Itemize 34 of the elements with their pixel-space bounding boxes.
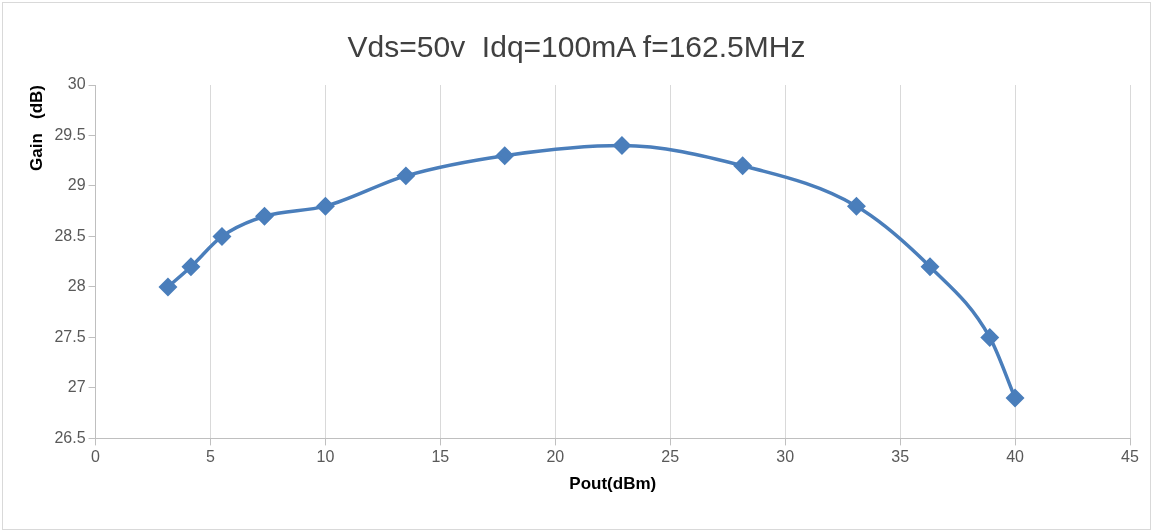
point xyxy=(495,146,514,165)
point xyxy=(847,197,866,215)
y-tick-label: 28 xyxy=(67,277,86,295)
point xyxy=(921,258,939,276)
point xyxy=(981,328,999,347)
x-axis-title: Pout(dBm) xyxy=(569,474,657,494)
point xyxy=(182,258,200,276)
point xyxy=(613,136,631,155)
y-tick-label: 27.5 xyxy=(54,327,86,345)
point xyxy=(397,167,415,185)
x-tick-label: 5 xyxy=(206,448,216,466)
x-tick-label: 35 xyxy=(891,448,910,466)
x-tick-label: 25 xyxy=(661,448,680,466)
y-axis-title: Gain (dB) xyxy=(26,85,46,171)
x-tick-label: 30 xyxy=(776,448,795,466)
point xyxy=(159,278,177,296)
y-tick-label: 30 xyxy=(67,75,86,93)
point xyxy=(316,197,335,215)
y-tick-label: 29 xyxy=(67,176,86,194)
point xyxy=(1006,389,1024,407)
x-tick-label: 15 xyxy=(431,448,450,466)
x-tick-label: 40 xyxy=(1006,448,1025,466)
y-tick-label: 27 xyxy=(67,378,86,396)
y-tick-label: 29.5 xyxy=(54,125,86,143)
point xyxy=(213,227,231,246)
x-tick-label: 10 xyxy=(316,448,335,466)
chart-title: Vds=50v Idq=100mA f=162.5MHz xyxy=(347,30,806,64)
point xyxy=(255,207,274,226)
point xyxy=(733,157,752,175)
y-tick-label: 26.5 xyxy=(54,428,86,446)
y-tick-label: 28.5 xyxy=(54,226,86,244)
x-tick-label: 20 xyxy=(546,448,565,466)
x-tick-label: 45 xyxy=(1121,448,1139,466)
x-tick-label: 0 xyxy=(91,448,101,466)
